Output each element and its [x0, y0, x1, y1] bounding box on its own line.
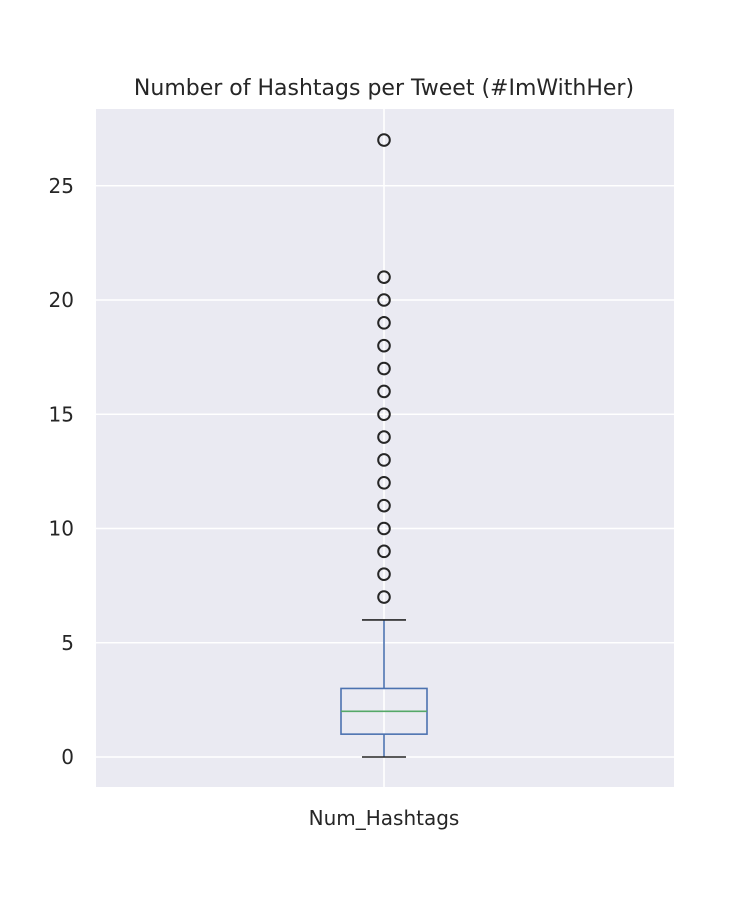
x-tick-label: Num_Hashtags — [309, 806, 460, 830]
outlier-point — [377, 384, 391, 399]
outlier-point — [377, 590, 391, 604]
outlier-point — [377, 338, 391, 353]
outlier-points — [377, 133, 391, 604]
box-group — [340, 619, 428, 758]
outlier-point — [377, 407, 391, 422]
outlier-point — [377, 544, 391, 559]
y-tick-label: 15 — [49, 402, 74, 426]
y-tick-label: 0 — [61, 745, 74, 769]
outlier-point — [377, 270, 391, 284]
outlier-point — [377, 430, 391, 444]
outlier-point — [377, 498, 391, 513]
outlier-point — [377, 521, 391, 536]
plot-area — [96, 109, 674, 787]
y-tick-labels: 0 5 10 15 20 25 — [49, 174, 74, 769]
chart-title: Number of Hashtags per Tweet (#ImWithHer… — [134, 76, 634, 101]
outlier-point — [377, 316, 391, 330]
outlier-point — [377, 133, 391, 147]
outlier-point — [377, 476, 391, 490]
outlier-point — [377, 453, 391, 467]
y-tick-label: 25 — [49, 174, 74, 198]
outlier-point — [377, 567, 391, 582]
y-tick-label: 10 — [49, 517, 74, 541]
y-tick-label: 20 — [49, 288, 74, 312]
outlier-point — [377, 361, 391, 376]
y-tick-label: 5 — [61, 631, 74, 655]
outlier-point — [377, 293, 391, 307]
gridlines — [96, 109, 674, 787]
